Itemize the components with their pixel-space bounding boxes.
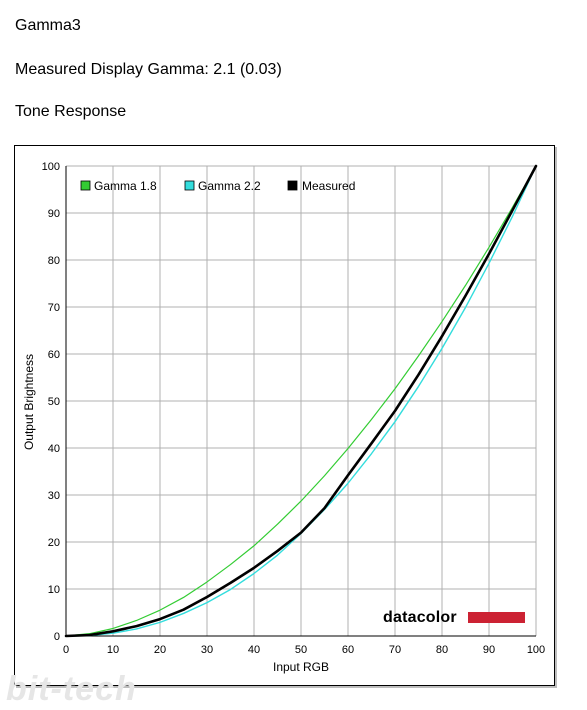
- x-tick-label: 70: [389, 644, 401, 656]
- tone-response-chart: 0 10 20 30 40 50 60 70 80 90 100 0 10 20 30 40 50 60 70 80 9…: [14, 145, 555, 686]
- measured-gamma-text: Measured Display Gamma: 2.1 (0.03): [15, 61, 282, 78]
- y-tick-label: 20: [48, 537, 60, 549]
- section-title: Tone Response: [15, 103, 127, 120]
- y-tick-label: 10: [48, 584, 60, 596]
- x-tick-label: 40: [248, 644, 260, 656]
- datacolor-logo-bar: [468, 612, 525, 623]
- x-tick-label: 80: [436, 644, 448, 656]
- legend-swatch-gamma-1-8: [80, 180, 91, 191]
- series-gamma-1-8: [65, 165, 537, 637]
- y-tick-label: 40: [48, 443, 60, 455]
- chart-svg: 0 10 20 30 40 50 60 70 80 90 100 0 10 20 30 40 50 60 70 80 9…: [22, 161, 546, 674]
- x-tick-label: 60: [342, 644, 354, 656]
- bit-tech-watermark: bit-tech: [6, 670, 137, 708]
- series-measured: [64, 164, 538, 638]
- datacolor-logo: datacolor: [383, 609, 525, 626]
- y-tick-label: 0: [54, 631, 60, 643]
- series-lines: [64, 164, 538, 638]
- legend-label-gamma-1-8: Gamma 1.8: [94, 179, 157, 193]
- grid-lines: [65, 165, 537, 637]
- x-tick-label: 0: [63, 644, 69, 656]
- x-tick-label: 10: [107, 644, 119, 656]
- tick-labels: 0 10 20 30 40 50 60 70 80 90 100 0 10 20 30 40 50 60 70 80 9…: [42, 161, 546, 656]
- x-tick-label: 90: [483, 644, 495, 656]
- x-tick-label: 50: [295, 644, 307, 656]
- y-tick-label: 80: [48, 255, 60, 267]
- x-axis-label: Input RGB: [273, 660, 329, 674]
- legend-label-gamma-2-2: Gamma 2.2: [198, 179, 261, 193]
- x-tick-label: 20: [154, 644, 166, 656]
- legend-swatch-measured: [287, 180, 298, 191]
- profile-name: Gamma3: [15, 17, 81, 34]
- x-tick-label: 30: [201, 644, 213, 656]
- y-tick-label: 50: [48, 396, 60, 408]
- y-tick-label: 90: [48, 208, 60, 220]
- legend-label-measured: Measured: [302, 179, 355, 193]
- chart-legend: Gamma 1.8 Gamma 2.2 Measured: [80, 179, 355, 193]
- y-tick-label: 60: [48, 349, 60, 361]
- x-tick-label: 100: [527, 644, 545, 656]
- legend-swatch-gamma-2-2: [184, 180, 195, 191]
- y-axis-label: Output Brightness: [22, 354, 36, 450]
- datacolor-logo-text: datacolor: [383, 609, 457, 626]
- y-tick-label: 70: [48, 302, 60, 314]
- y-tick-label: 30: [48, 490, 60, 502]
- y-tick-label: 100: [42, 161, 60, 173]
- axes: [65, 166, 536, 637]
